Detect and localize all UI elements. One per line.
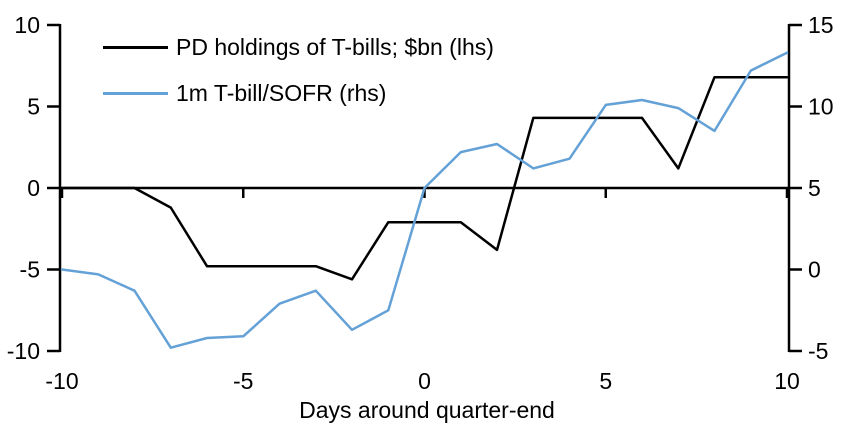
legend-line-swatch-black — [103, 45, 168, 49]
y-axis-right-tick-label: 10 — [808, 94, 834, 120]
axes-layer: 10 5 0 -5 -10 15 10 5 0 -5 -10 -5 0 5 10 — [7, 12, 834, 394]
tbill-sofr-line — [60, 51, 789, 349]
y-axis-left-tick-label: -10 — [7, 338, 40, 364]
y-axis-left-tick-label: 0 — [27, 175, 40, 201]
legend-item-tbill-sofr: 1m T-bill/SOFR (rhs) — [103, 79, 494, 107]
legend-item-pd-holdings: PD holdings of T-bills; $bn (lhs) — [103, 33, 494, 61]
y-axis-right-tick-label: -5 — [808, 338, 828, 364]
legend: PD holdings of T-bills; $bn (lhs) 1m T-b… — [103, 33, 494, 125]
y-axis-left-tick-label: 10 — [14, 12, 40, 38]
series-layer — [60, 51, 789, 349]
legend-label-tbill-sofr: 1m T-bill/SOFR (rhs) — [176, 80, 387, 106]
x-axis-title: Days around quarter-end — [299, 397, 555, 423]
x-axis-tick-label: -5 — [233, 368, 253, 394]
x-axis-tick-label: 0 — [418, 368, 431, 394]
x-axis-tick-label: 5 — [599, 368, 612, 394]
x-axis-tick-label: -10 — [45, 368, 78, 394]
y-axis-right-tick-label: 5 — [808, 175, 821, 201]
legend-line-swatch-blue — [103, 91, 168, 95]
y-axis-right-tick-label: 15 — [808, 12, 834, 38]
y-axis-left-tick-label: 5 — [27, 94, 40, 120]
y-axis-left-tick-label: -5 — [20, 257, 40, 283]
y-axis-right-tick-label: 0 — [808, 257, 821, 283]
pd-holdings-line — [60, 75, 789, 281]
legend-label-pd-holdings: PD holdings of T-bills; $bn (lhs) — [176, 34, 494, 60]
x-axis-tick-label: 10 — [774, 368, 800, 394]
